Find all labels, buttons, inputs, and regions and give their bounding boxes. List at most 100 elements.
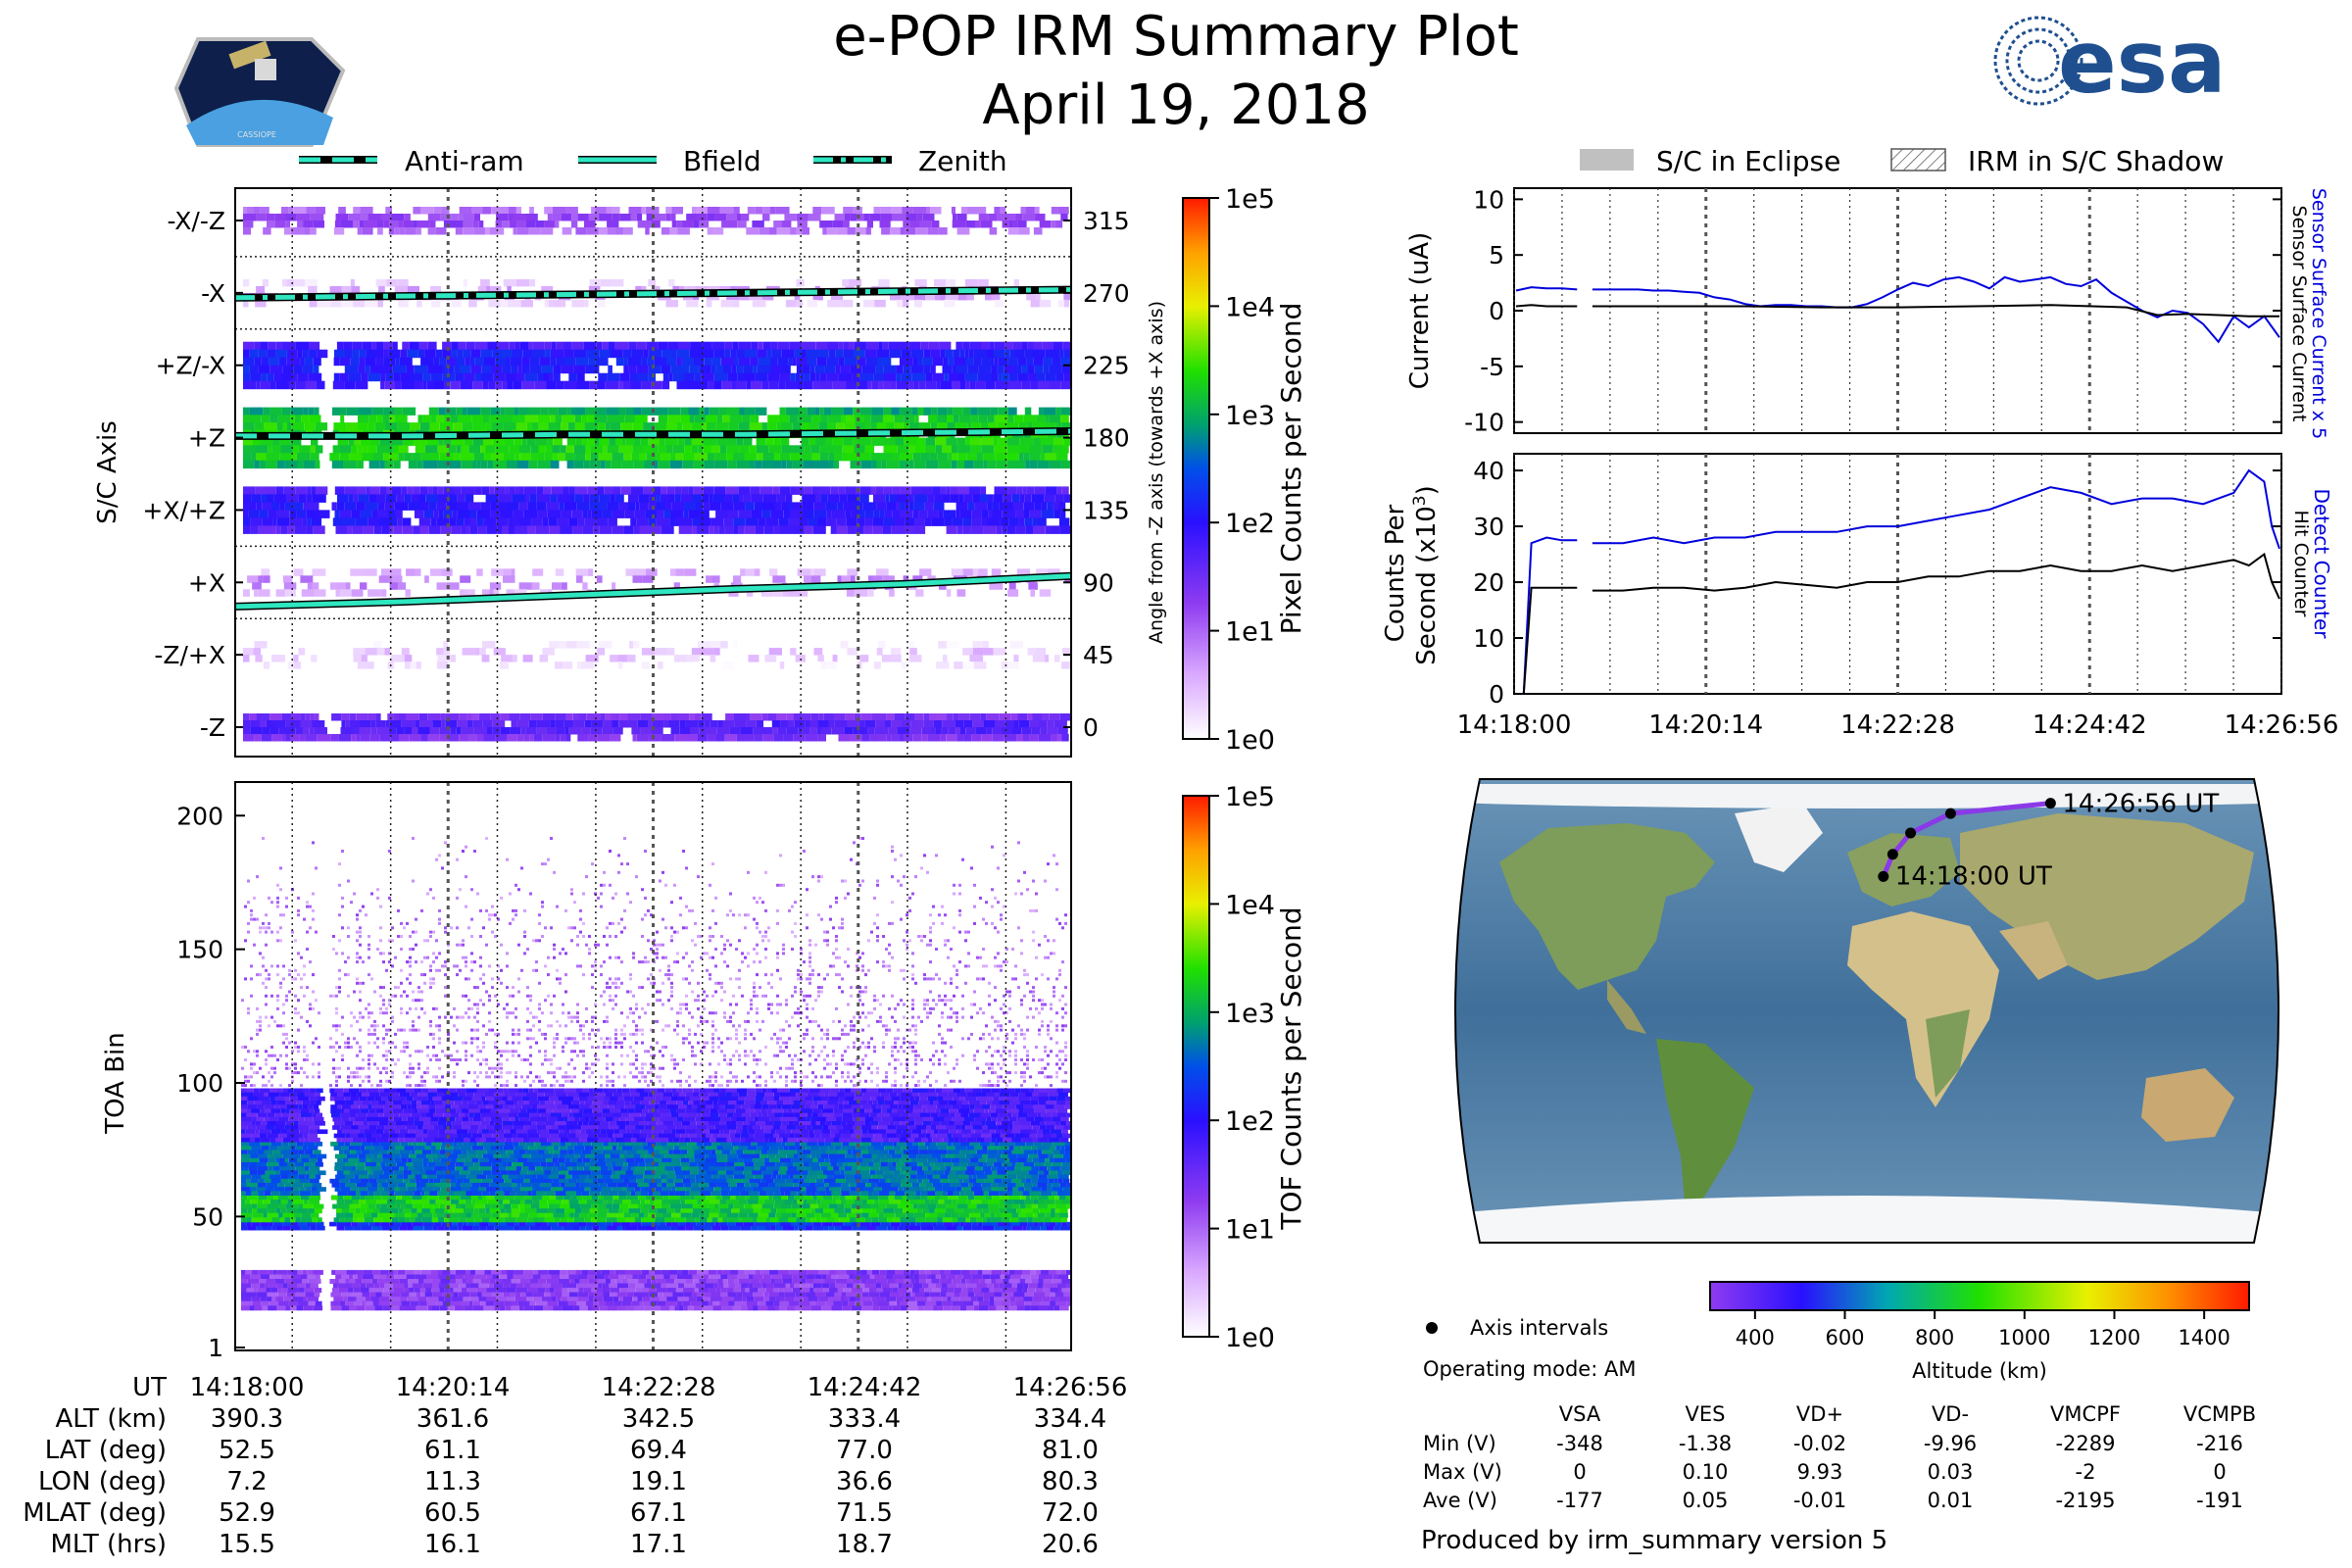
axis-heatmap-cell <box>542 734 556 742</box>
axis-heatmap-cell <box>525 494 530 503</box>
axis-heatmap-cell <box>730 437 737 446</box>
axis-heatmap-cell <box>466 720 473 728</box>
axis-heatmap-cell <box>519 445 531 454</box>
axis-heatmap-cell <box>1045 349 1055 359</box>
axis-heatmap-cell <box>864 422 871 431</box>
axis-heatmap-cell <box>472 460 477 469</box>
axis-heatmap-cell <box>311 445 316 454</box>
toa-heatmap-cell <box>652 1221 660 1227</box>
toa-heatmap-cell <box>726 1288 734 1294</box>
axis-heatmap-cell <box>1006 445 1021 454</box>
toa-heatmap-cell <box>599 1225 608 1231</box>
toa-heatmap-cell <box>267 1195 274 1200</box>
toa-heatmap-cell <box>975 1279 980 1284</box>
toa-heatmap-cell <box>431 1288 440 1294</box>
axis-heatmap-cell <box>386 278 398 287</box>
toa-heatmap-cell <box>1016 1283 1024 1289</box>
axis-heatmap-cell <box>478 220 484 228</box>
toa-heatmap-cell <box>517 1225 530 1231</box>
axis-heatmap-cell <box>574 453 586 462</box>
axis-heatmap-cell <box>365 365 370 374</box>
toa-heatmap-cell <box>379 1297 389 1302</box>
axis-heatmap-cell <box>725 407 740 416</box>
toa-heatmap-cell <box>951 1212 959 1218</box>
axis-heatmap-cell <box>463 278 467 287</box>
axis-heatmap-cell <box>700 517 711 526</box>
toa-heatmap-cell <box>554 1217 561 1223</box>
axis-heatmap-cell <box>989 494 994 503</box>
toa-heatmap-cell <box>722 1279 728 1284</box>
toa-heatmap-cell <box>511 1208 520 1214</box>
axis-heatmap-cell <box>784 214 797 221</box>
axis-heatmap-cell <box>362 341 372 351</box>
toa-heatmap-cell <box>373 1146 383 1151</box>
axis-heatmap-cell <box>513 415 525 423</box>
axis-heatmap-cell <box>599 437 610 446</box>
axis-heatmap-cell <box>798 415 812 423</box>
toa-heatmap-cell <box>928 1208 935 1214</box>
axis-heatmap-cell <box>806 349 818 359</box>
axis-heatmap-cell <box>728 589 739 597</box>
toa-heatmap-cell <box>483 1212 492 1218</box>
axis-heatmap-cell <box>390 655 405 662</box>
toa-heatmap-cell <box>381 1292 390 1298</box>
toa-heatmap-cell <box>828 1203 839 1209</box>
toa-heatmap-cell <box>302 1269 308 1275</box>
axis-heatmap-cell <box>913 641 927 649</box>
toa-heatmap-cell <box>918 1146 928 1151</box>
axis-heatmap-cell <box>431 453 440 462</box>
axis-heatmap-cell <box>377 510 388 518</box>
toa-heatmap-cell <box>292 1279 302 1284</box>
axis-heatmap-cell <box>284 460 298 469</box>
axis-heatmap-cell <box>564 502 577 511</box>
axis-heatmap-cell <box>258 575 264 583</box>
axis-heatmap-cell <box>417 415 423 423</box>
axis-heatmap-cell <box>630 380 642 390</box>
toa-heatmap-cell <box>381 1195 389 1200</box>
axis-heatmap-cell <box>704 357 712 367</box>
toa-heatmap-cell <box>640 1200 646 1205</box>
toa-heatmap-cell <box>770 1217 779 1223</box>
toa-heatmap-cell <box>686 1279 694 1284</box>
axis-heatmap-cell <box>731 380 736 390</box>
axis-heatmap-cell <box>876 713 887 721</box>
axis-heatmap-cell <box>496 517 509 526</box>
axis-heatmap-cell <box>1054 720 1067 728</box>
toa-heatmap-cell <box>391 1217 399 1223</box>
toa-heatmap-cell <box>800 1142 808 1147</box>
toa-heatmap-cell <box>860 1297 872 1302</box>
toa-heatmap-cell <box>598 1203 607 1209</box>
axis-heatmap-cell <box>248 510 260 518</box>
toa-heatmap-cell <box>828 1146 835 1151</box>
axis-heatmap-cell <box>1021 365 1028 374</box>
axis-heatmap-cell <box>785 380 798 390</box>
axis-heatmap-cell <box>312 720 325 728</box>
toa-heatmap-cell <box>914 1269 920 1275</box>
toa-heatmap-cell <box>923 1305 934 1311</box>
axis-heatmap-cell <box>357 662 364 669</box>
toa-heatmap-cell <box>937 1305 944 1311</box>
toa-heatmap-cell <box>437 1225 445 1231</box>
axis-heatmap-cell <box>263 407 270 416</box>
toa-heatmap-cell <box>662 1146 674 1151</box>
axis-heatmap-cell <box>725 713 734 721</box>
toa-heatmap-cell <box>965 1217 970 1223</box>
toa-heatmap-cell <box>486 1297 497 1302</box>
axis-heatmap-cell <box>727 510 739 518</box>
toa-heatmap-cell <box>549 1288 555 1294</box>
toa-heatmap-cell <box>396 1203 401 1209</box>
toa-heatmap-cell <box>537 1288 546 1294</box>
axis-heatmap-cell <box>432 720 442 728</box>
toa-heatmap-cell <box>491 1269 502 1275</box>
axis-heatmap-cell <box>1043 341 1049 351</box>
axis-heatmap-cell <box>313 357 321 367</box>
toa-heatmap-cell <box>855 1297 861 1302</box>
axis-heatmap-cell <box>967 365 979 374</box>
axis-heatmap-cell <box>736 365 744 374</box>
axis-heatmap-cell <box>938 582 947 590</box>
axis-heatmap-cell <box>876 460 882 469</box>
toa-heatmap-cell <box>1032 1217 1044 1223</box>
axis-heatmap-cell <box>788 502 792 511</box>
toa-heatmap-cell <box>371 1142 380 1147</box>
toa-heatmap-cell <box>772 1195 781 1200</box>
